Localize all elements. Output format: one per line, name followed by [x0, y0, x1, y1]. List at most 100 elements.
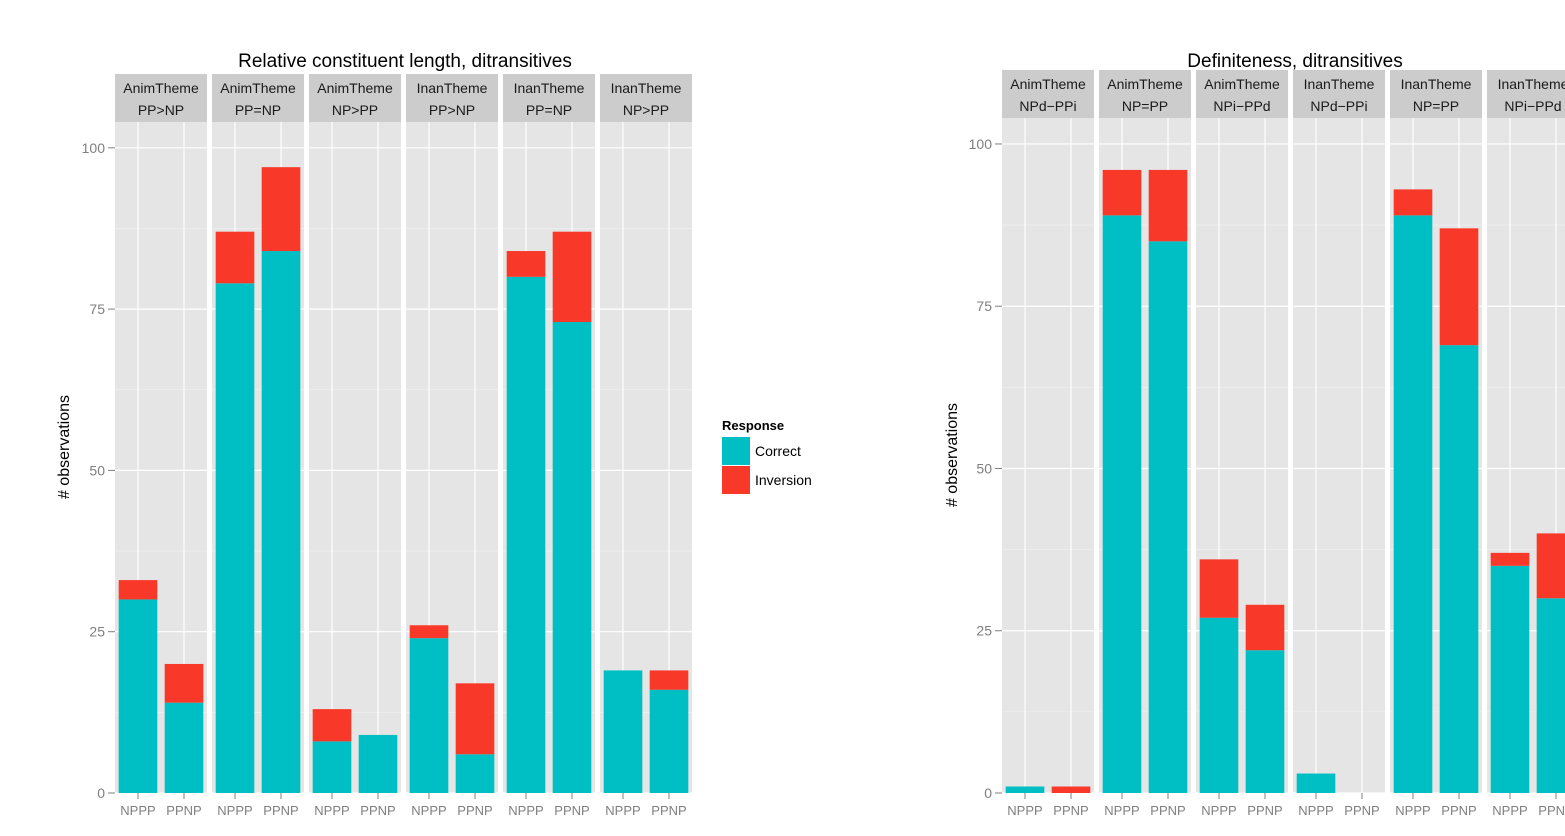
facet-strip-label-theme: InanTheme — [417, 80, 488, 96]
panel-background — [309, 122, 401, 793]
bar-correct — [1490, 565, 1530, 793]
facet-strip-label-theme: AnimTheme — [123, 80, 199, 96]
y-tick-label: 100 — [969, 136, 993, 152]
facet-strip-label-theme: InanTheme — [514, 80, 585, 96]
facet-strip-label-condition: NPi−PPd — [1504, 98, 1561, 114]
x-tick-label: NPPP — [120, 803, 155, 818]
bar-inversion — [1051, 786, 1091, 793]
facet-strip — [1487, 70, 1565, 118]
bar-inversion — [409, 625, 449, 639]
y-tick-label: 25 — [89, 624, 105, 640]
facet-strip-label-theme: InanTheme — [1498, 76, 1565, 92]
y-tick-label: 50 — [976, 460, 992, 476]
bar-correct — [506, 276, 546, 793]
bar-correct — [649, 689, 689, 793]
facet-strip-label-condition: PP>NP — [138, 102, 184, 118]
x-tick-label: PPNP — [1344, 803, 1379, 818]
facet-strip — [212, 74, 304, 122]
bar-inversion — [312, 709, 352, 742]
bar-inversion — [118, 580, 158, 600]
chart-definiteness: Definiteness, ditransitives # observatio… — [944, 51, 1565, 818]
bar-correct — [1536, 598, 1565, 793]
y-tick-label: 0 — [97, 785, 105, 801]
bar-correct — [1005, 786, 1045, 793]
x-tick-label: PPNP — [1150, 803, 1185, 818]
x-tick-label: NPPP — [411, 803, 446, 818]
x-tick-label: PPNP — [651, 803, 686, 818]
facet-strip-label-theme: InanTheme — [1304, 76, 1375, 92]
bar-inversion — [552, 231, 592, 323]
facet-strip-label-theme: InanTheme — [611, 80, 682, 96]
chart2-title: Definiteness, ditransitives — [1187, 51, 1402, 72]
facet-strip-label-condition: NP>PP — [332, 102, 378, 118]
facet-strip-label-condition: NPd−PPi — [1310, 98, 1367, 114]
bar-inversion — [215, 231, 255, 284]
facet-strip-label-theme: AnimTheme — [1010, 76, 1086, 92]
y-tick-label: 75 — [89, 301, 105, 317]
x-tick-label: NPPP — [1201, 803, 1236, 818]
bar-correct — [409, 638, 449, 793]
facet-panel: InanTheme NP>PP NPPP PPNP — [600, 74, 692, 818]
facet-panel: InanTheme PP=NP NPPP PPNP — [503, 74, 595, 818]
facet-strip — [1099, 70, 1191, 118]
y-tick-label: 75 — [976, 298, 992, 314]
x-tick-label: NPPP — [314, 803, 349, 818]
x-tick-label: PPNP — [166, 803, 201, 818]
legend-swatch-correct — [722, 437, 750, 465]
facet-panel: InanTheme PP>NP NPPP PPNP — [406, 74, 498, 818]
facet-strip — [1002, 70, 1094, 118]
bar-correct — [164, 702, 204, 793]
bar-inversion — [1102, 169, 1142, 216]
x-tick-label: PPNP — [263, 803, 298, 818]
bar-inversion — [164, 663, 204, 703]
bar-correct — [603, 670, 643, 793]
facet-strip-label-theme: AnimTheme — [220, 80, 296, 96]
facet-panel: AnimTheme PP>NP NPPP PPNP — [115, 74, 207, 818]
x-tick-label: PPNP — [554, 803, 589, 818]
facet-panel: InanTheme NPd−PPi NPPP PPNP — [1293, 70, 1385, 818]
bar-inversion — [506, 251, 546, 277]
chart1-title: Relative constituent length, ditransitiv… — [238, 51, 572, 72]
x-tick-label: PPNP — [1247, 803, 1282, 818]
panel-background — [1002, 118, 1094, 793]
facet-panel: AnimTheme NP>PP NPPP PPNP — [309, 74, 401, 818]
x-tick-label: NPPP — [1395, 803, 1430, 818]
legend: Response Correct Inversion — [722, 418, 812, 494]
bar-correct — [1393, 215, 1433, 793]
bar-inversion — [649, 670, 689, 690]
facet-strip-label-condition: NP=PP — [1413, 98, 1459, 114]
bar-correct — [552, 322, 592, 793]
bar-inversion — [1393, 189, 1433, 216]
bar-correct — [215, 283, 255, 793]
y-tick-label: 50 — [89, 462, 105, 478]
bar-correct — [261, 251, 301, 794]
chart-relative-length: Relative constituent length, ditransitiv… — [56, 51, 812, 818]
facet-panel: AnimTheme PP=NP NPPP PPNP — [212, 74, 304, 818]
bar-inversion — [1245, 604, 1285, 651]
bar-correct — [312, 741, 352, 793]
facet-strip — [600, 74, 692, 122]
panel-background — [1293, 118, 1385, 793]
x-tick-label: NPPP — [1007, 803, 1042, 818]
facet-strip-label-condition: NPi−PPd — [1213, 98, 1270, 114]
x-tick-label: NPPP — [605, 803, 640, 818]
facet-strip-label-condition: NP>PP — [623, 102, 669, 118]
facet-strip-label-condition: NP=PP — [1122, 98, 1168, 114]
facet-strip-label-theme: AnimTheme — [317, 80, 393, 96]
facet-strip-label-condition: PP=NP — [526, 102, 572, 118]
x-tick-label: PPNP — [1053, 803, 1088, 818]
facet-strip — [406, 74, 498, 122]
bar-inversion — [1490, 552, 1530, 566]
facet-panel: AnimTheme NPi−PPd NPPP PPNP — [1196, 70, 1288, 818]
facet-strip — [115, 74, 207, 122]
bar-correct — [455, 754, 495, 793]
bar-correct — [118, 599, 158, 793]
bar-inversion — [1199, 559, 1239, 618]
legend-title: Response — [722, 418, 784, 433]
bar-inversion — [261, 167, 301, 252]
bar-inversion — [1439, 228, 1479, 346]
bar-correct — [1199, 617, 1239, 793]
legend-label-inversion: Inversion — [755, 472, 812, 488]
facet-strip-label-condition: PP>NP — [429, 102, 475, 118]
